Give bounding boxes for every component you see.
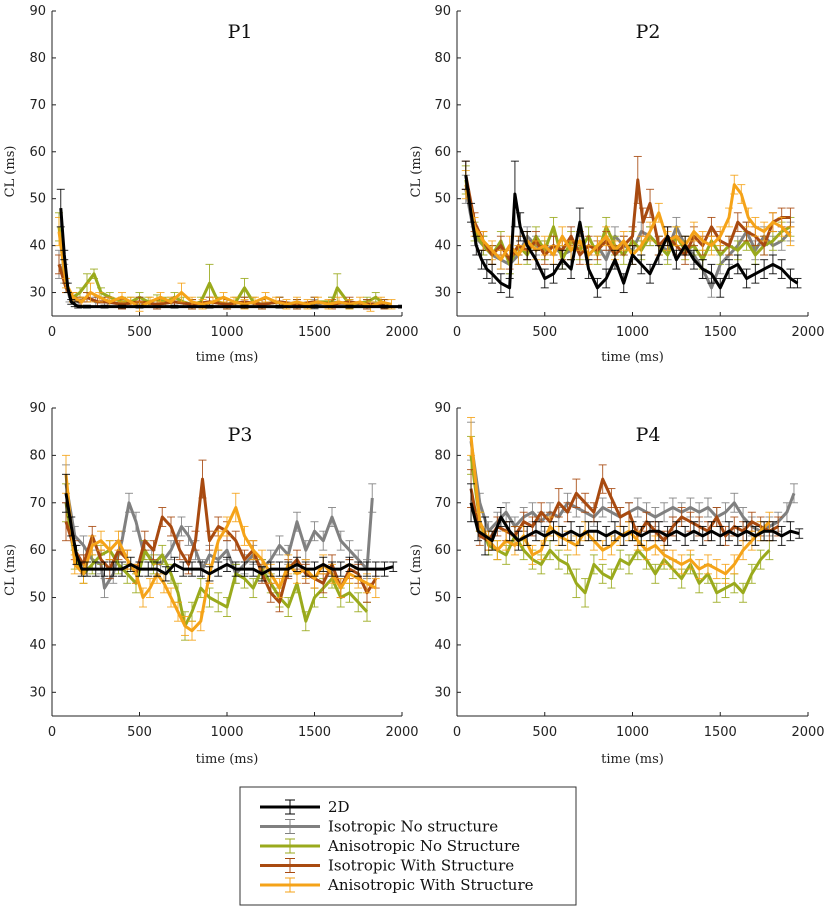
plot-area	[55, 188, 402, 312]
series-line	[464, 174, 799, 290]
x-tick-label: 2000	[385, 325, 418, 340]
x-tick-label: 1500	[298, 325, 331, 340]
y-axis-label: CL (ms)	[409, 146, 424, 198]
legend-label: 2D	[328, 798, 350, 816]
legend-item: Anisotropic With Structure	[260, 876, 534, 894]
y-tick-label: 30	[29, 286, 46, 301]
x-tick-label: 1500	[298, 725, 331, 740]
x-tick-label: 500	[127, 725, 152, 740]
legend-label: Anisotropic No Structure	[327, 837, 520, 855]
y-tick-label: 70	[434, 98, 451, 113]
x-tick-label: 1000	[616, 325, 649, 340]
x-axis-label: time (ms)	[196, 752, 259, 767]
series-line	[57, 231, 392, 309]
y-axis-label: CL (ms)	[3, 544, 18, 596]
series-2d	[461, 160, 802, 298]
x-tick-label: 0	[453, 725, 461, 740]
x-axis-label: time (ms)	[601, 752, 664, 767]
chart-panel-p2: 30 40 50 60 70 80 90 0 500 1000 1500 2000 time (ms) C…	[409, 4, 825, 365]
x-axis-label: time (ms)	[601, 350, 664, 365]
series-anisotropic-with-structure	[55, 216, 396, 312]
panel-title: P3	[228, 424, 253, 446]
x-tick-label: 1000	[616, 725, 649, 740]
series-2d	[62, 473, 398, 582]
y-tick-label: 40	[434, 638, 451, 653]
y-tick-label: 30	[434, 286, 451, 301]
chart-panel-p4: 30 40 50 60 70 80 90 0 500 1000 1500 2000 time (ms) C…	[409, 401, 825, 767]
series-line	[64, 493, 394, 576]
y-tick-label: 80	[29, 51, 46, 66]
y-tick-label: 60	[434, 145, 451, 160]
y-tick-label: 50	[434, 192, 451, 207]
x-tick-label: 0	[48, 725, 56, 740]
chart-panel-p1: 30 40 50 60 70 80 90 0 500 1000 1500 2000 time (ms) C…	[3, 4, 419, 365]
series-2d	[467, 483, 804, 556]
x-tick-label: 2000	[385, 725, 418, 740]
series-anisotropic-with-structure	[62, 454, 380, 641]
chart-panel-p3: 30 40 50 60 70 80 90 0 500 1000 1500 2000 time (ms) C…	[3, 401, 419, 767]
y-tick-label: 90	[434, 401, 451, 416]
y-tick-label: 50	[29, 192, 46, 207]
series-2d	[56, 188, 402, 309]
y-axis-label: CL (ms)	[3, 146, 18, 198]
y-tick-label: 80	[434, 448, 451, 463]
y-tick-label: 60	[29, 145, 46, 160]
y-tick-label: 70	[29, 496, 46, 511]
y-tick-label: 50	[29, 591, 46, 606]
x-axis-label: time (ms)	[196, 350, 259, 365]
x-tick-label: 500	[532, 325, 557, 340]
y-tick-label: 60	[434, 543, 451, 558]
y-tick-label: 60	[29, 543, 46, 558]
x-tick-label: 500	[532, 725, 557, 740]
series-line	[59, 207, 402, 309]
series-line	[464, 174, 791, 262]
legend-label: Isotropic With Structure	[328, 857, 514, 875]
x-tick-label: 1500	[704, 725, 737, 740]
x-tick-label: 1000	[210, 725, 243, 740]
plot-area	[461, 155, 802, 298]
y-tick-label: 40	[434, 239, 451, 254]
y-tick-label: 80	[29, 448, 46, 463]
legend-item: 2D	[260, 798, 350, 816]
y-tick-label: 90	[29, 401, 46, 416]
y-tick-label: 70	[29, 98, 46, 113]
y-tick-label: 30	[434, 685, 451, 700]
x-tick-label: 0	[453, 325, 461, 340]
y-axis-label: CL (ms)	[409, 544, 424, 596]
series-line	[469, 477, 779, 543]
legend-item: Isotropic No structure	[260, 818, 498, 836]
y-tick-label: 30	[29, 685, 46, 700]
x-tick-label: 2000	[791, 325, 824, 340]
panel-title: P1	[228, 21, 253, 43]
y-tick-label: 40	[29, 239, 46, 254]
x-tick-label: 2000	[791, 725, 824, 740]
series-line	[469, 502, 800, 543]
y-tick-label: 90	[29, 4, 46, 19]
y-tick-label: 40	[29, 638, 46, 653]
plot-area	[62, 454, 398, 641]
y-tick-label: 70	[434, 496, 451, 511]
x-tick-label: 0	[48, 325, 56, 340]
x-tick-label: 1500	[704, 325, 737, 340]
legend-item: Isotropic With Structure	[260, 857, 514, 875]
series-anisotropic-no-structure	[55, 212, 389, 310]
legend-item: Anisotropic No Structure	[260, 837, 520, 855]
y-tick-label: 50	[434, 591, 451, 606]
legend-label: Anisotropic With Structure	[327, 876, 534, 894]
series-line	[469, 440, 796, 533]
legend-label: Isotropic No structure	[328, 818, 498, 836]
panel-title: P2	[636, 21, 661, 43]
panel-title: P4	[636, 424, 661, 446]
x-tick-label: 1000	[210, 325, 243, 340]
x-tick-label: 500	[127, 325, 152, 340]
y-tick-label: 80	[434, 51, 451, 66]
y-tick-label: 90	[434, 4, 451, 19]
plot-area	[467, 416, 804, 608]
